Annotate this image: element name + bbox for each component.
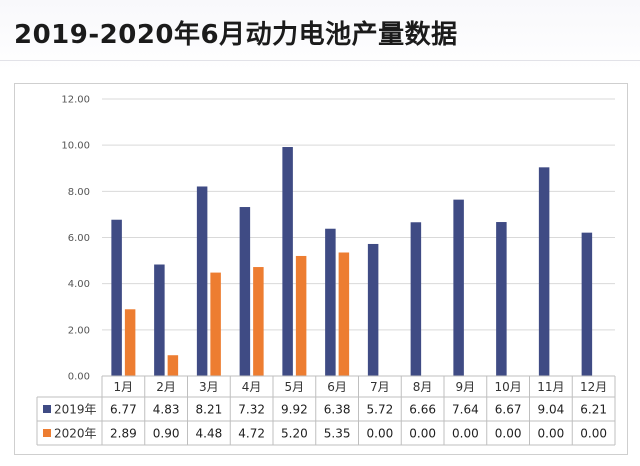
data-value-label: 8.21 [196,403,223,417]
x-tick-label: 3月 [199,380,219,394]
x-tick-label: 5月 [285,380,305,394]
legend-swatch-2020 [43,429,51,437]
x-tick-label: 10月 [494,380,521,394]
bar-2019-12 [581,232,593,376]
data-value-label: 0.00 [495,427,522,441]
bar-2019-6 [325,228,336,376]
y-tick-label: 6.00 [68,233,90,244]
bar-2020-5 [295,255,307,376]
legend-label-2019: 2019年 [54,403,97,417]
x-tick-label: 12月 [580,380,607,394]
data-value-label: 6.21 [580,403,607,417]
data-value-label: 4.72 [238,427,265,441]
data-value-label: 0.00 [409,427,436,441]
bar-2019-11 [538,167,550,376]
data-value-label: 0.00 [580,427,607,441]
y-tick-label: 10.00 [61,141,90,152]
bar-2019-3 [196,186,208,376]
x-tick-label: 1月 [114,380,134,394]
x-tick-label: 9月 [456,380,476,394]
bar-2020-4 [253,267,264,376]
bar-2019-2 [154,264,165,376]
data-value-label: 4.48 [196,427,223,441]
data-value-label: 2.89 [110,427,137,441]
data-value-label: 9.92 [281,403,308,417]
y-tick-label: 8.00 [68,187,90,198]
data-value-label: 6.38 [324,403,351,417]
data-value-label: 0.00 [452,427,479,441]
data-value-label: 4.83 [153,403,180,417]
data-value-label: 6.77 [110,403,137,417]
data-value-label: 0.00 [538,427,565,441]
bar-2019-4 [239,207,251,376]
x-tick-label: 4月 [242,380,262,394]
legend-label-2020: 2020年 [54,427,97,441]
data-value-label: 9.04 [538,403,565,417]
page-title: 2019-2020年6月动力电池产量数据 [14,20,458,50]
data-value-label: 6.66 [409,403,436,417]
chart-frame: 0.00 2.00 4.00 6.00 8.00 10.00 12.00 1月 2月 3月 4月 5月… [14,83,628,455]
data-value-label: 7.32 [238,403,265,417]
x-tick-label: 11月 [537,380,564,394]
data-value-label: 5.35 [324,427,351,441]
legend-swatch-2019 [43,405,51,413]
bar-2020-1 [124,309,136,376]
bar-2020-2 [167,355,179,376]
bar-2019-9 [453,199,464,376]
bar-2019-10 [496,222,507,376]
y-tick-label: 2.00 [68,325,90,336]
title-divider [0,60,640,61]
bar-2020-6 [338,252,350,376]
data-value-label: 5.20 [281,427,308,441]
bar-2020-3 [210,272,221,376]
bar-2019-8 [410,222,422,376]
bar-chart: 0.00 2.00 4.00 6.00 8.00 10.00 12.00 1月 2月 3月 4月 5月… [36,95,616,446]
bar-2019-1 [111,219,122,376]
y-tick-label: 0.00 [68,372,90,383]
data-value-label: 7.64 [452,403,479,417]
x-tick-label: 6月 [327,380,347,394]
x-tick-label: 7月 [370,380,390,394]
data-value-label: 0.00 [367,427,394,441]
bar-2019-7 [367,243,379,376]
data-value-label: 0.90 [153,427,180,441]
x-tick-label: 8月 [413,380,433,394]
data-value-label: 6.67 [495,403,522,417]
y-tick-label: 12.00 [61,95,90,106]
y-tick-label: 4.00 [68,279,90,290]
bar-2019-5 [282,147,293,376]
data-value-label: 5.72 [367,403,394,417]
x-tick-label: 2月 [156,380,176,394]
